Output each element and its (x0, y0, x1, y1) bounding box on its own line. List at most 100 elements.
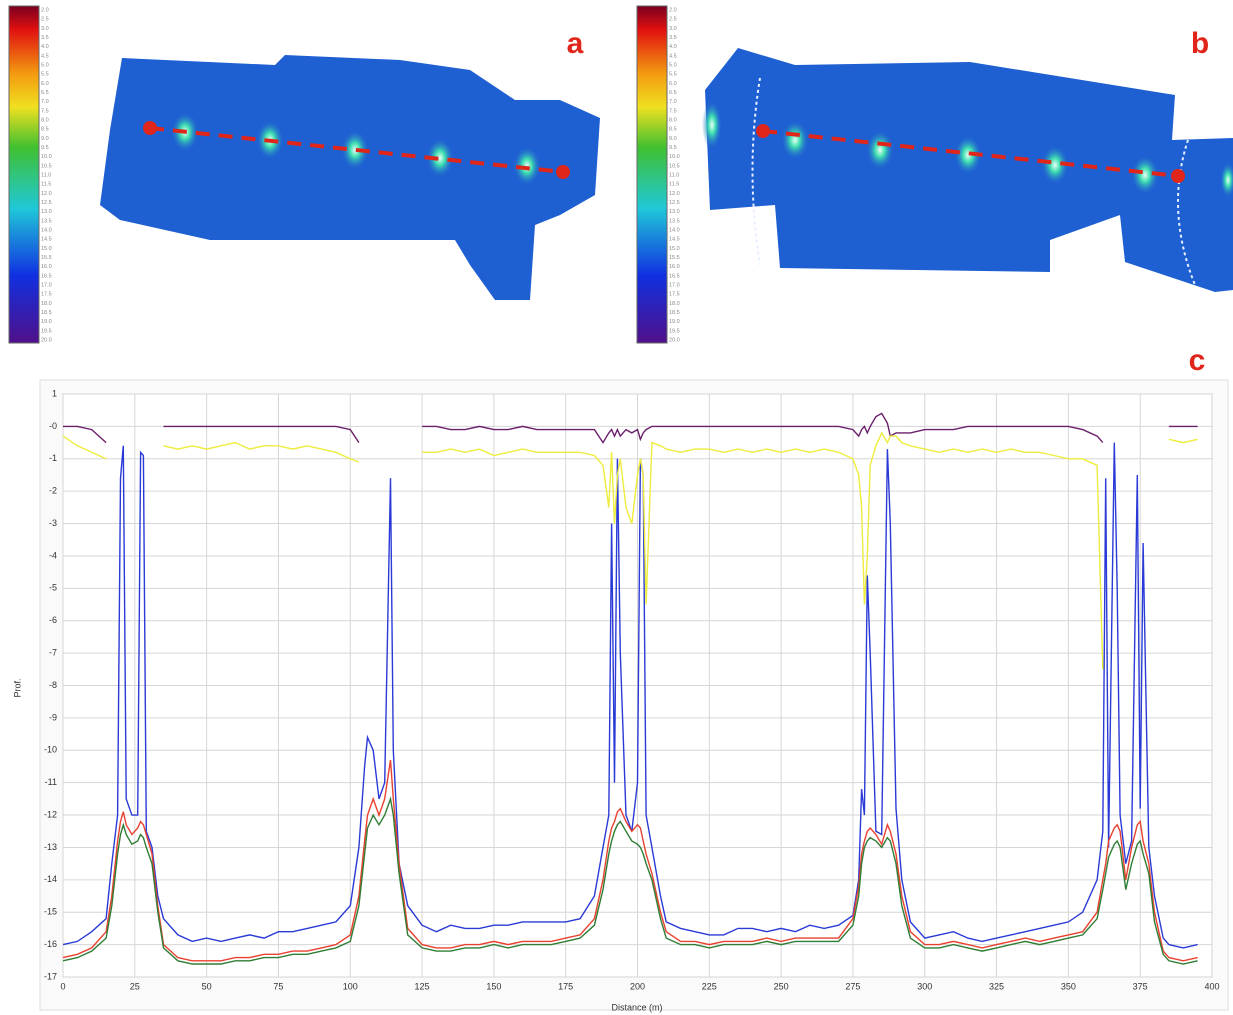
x-tick-label: 75 (273, 981, 283, 991)
colorbar-label: 8.0 (669, 117, 677, 123)
x-tick-label: 400 (1204, 981, 1219, 991)
track-edge (751, 77, 1196, 286)
colorbar-label: 12.0 (41, 191, 52, 197)
y-tick-label: -14 (44, 874, 57, 884)
x-tick-label: 200 (630, 981, 645, 991)
colorbar-label: 15.0 (669, 246, 680, 252)
colorbar-label: 9.0 (41, 136, 49, 142)
x-tick-label: 350 (1061, 981, 1076, 991)
colorbar-label: 19.5 (669, 328, 680, 334)
colorbar-label: 7.5 (669, 108, 677, 114)
colorbar (636, 5, 668, 344)
colorbar-label: 16.5 (669, 273, 680, 279)
x-tick-label: 100 (343, 981, 358, 991)
colorbar-label: 18.5 (41, 310, 52, 316)
y-tick-label: -11 (45, 777, 57, 787)
colorbar-label: 5.5 (41, 72, 49, 78)
colorbar-label: 11.5 (41, 182, 51, 188)
x-tick-label: 25 (130, 981, 140, 991)
colorbar-label: 10.5 (669, 163, 680, 169)
colorbar-label: 8.5 (669, 127, 677, 133)
colorbar-label: 8.5 (41, 127, 49, 133)
colorbar-label: 16.5 (41, 273, 52, 279)
colorbar-label: 2.0 (41, 7, 49, 13)
colorbar-label: 14.5 (669, 237, 680, 243)
colorbar-label: 13.5 (41, 218, 52, 224)
colorbar-label: 17.0 (669, 282, 680, 288)
colorbar-label: 15.0 (41, 246, 52, 252)
colorbar-label: 19.5 (41, 328, 52, 334)
y-tick-label: -0 (49, 421, 57, 431)
y-tick-label: -15 (44, 907, 57, 917)
colorbar-label: 7.0 (41, 99, 49, 105)
colorbar-label: 19.0 (41, 319, 52, 325)
x-tick-label: 225 (702, 981, 717, 991)
y-tick-label: 1 (52, 388, 57, 398)
colorbar-label: 13.0 (41, 209, 52, 215)
profile-line (149, 126, 564, 174)
colorbar-label: 10.0 (41, 154, 52, 160)
colorbar-label: 5.0 (41, 62, 49, 68)
colorbar-label: 7.0 (669, 99, 677, 105)
colorbar-label: 18.0 (669, 301, 680, 307)
colorbar-label: 20.0 (669, 337, 680, 343)
y-tick-label: -2 (49, 486, 57, 496)
colorbar-label: 12.5 (41, 200, 52, 206)
x-tick-label: 0 (60, 981, 65, 991)
colorbar-label: 2.5 (41, 17, 49, 23)
seabed-spots (702, 100, 1233, 198)
y-tick-label: -7 (49, 647, 57, 657)
colorbar-label: 17.5 (669, 292, 680, 298)
series-line (62, 442, 1198, 949)
colorbar-label: 11.0 (669, 172, 679, 178)
y-tick-label: -16 (44, 939, 57, 949)
y-tick-label: -3 (49, 518, 57, 528)
colorbar-label: 12.5 (669, 200, 680, 206)
colorbar-label: 7.5 (41, 108, 49, 114)
colorbar-label: 4.0 (41, 44, 49, 50)
colorbar-label: 12.0 (669, 191, 680, 197)
colorbar-label: 14.5 (41, 237, 52, 243)
colorbar-label: 9.5 (669, 145, 677, 151)
colorbar-label: 6.5 (41, 90, 49, 96)
colorbar-label: 17.5 (41, 292, 52, 298)
colorbar-label: 10.5 (41, 163, 52, 169)
colorbar-label: 3.0 (41, 26, 49, 32)
profile-end (556, 165, 570, 179)
y-tick-label: -4 (49, 550, 57, 560)
colorbar-label: 4.0 (669, 44, 677, 50)
y-tick-label: -10 (44, 745, 57, 755)
colorbar-label: 13.0 (669, 209, 680, 215)
map-a (100, 55, 600, 300)
profile-line (762, 129, 1179, 178)
colorbar-label: 15.5 (41, 255, 52, 261)
colorbar-label: 18.5 (669, 310, 680, 316)
x-tick-label: 150 (486, 981, 501, 991)
colorbar-label: 15.5 (669, 255, 680, 261)
colorbar-label: 11.0 (41, 172, 51, 178)
x-tick-label: 250 (774, 981, 789, 991)
colorbar-label: 5.0 (669, 62, 677, 68)
colorbar-label: 10.0 (669, 154, 680, 160)
colorbar (8, 5, 40, 344)
x-tick-label: 125 (415, 981, 430, 991)
y-tick-label: -13 (44, 842, 57, 852)
x-tick-label: 325 (989, 981, 1004, 991)
colorbar-label: 4.5 (669, 53, 677, 59)
x-tick-label: 175 (558, 981, 573, 991)
colorbar-label: 13.5 (669, 218, 680, 224)
colorbar-label: 5.5 (669, 72, 677, 78)
colorbar-label: 16.0 (669, 264, 680, 270)
y-tick-label: -6 (49, 615, 57, 625)
profile-end (143, 121, 157, 135)
colorbar-label: 14.0 (41, 227, 52, 233)
y-tick-label: -12 (44, 809, 57, 819)
colorbar-label: 2.0 (669, 7, 677, 13)
colorbar-label: 16.0 (41, 264, 52, 270)
panel-label: c (1189, 344, 1206, 377)
colorbar-label: 17.0 (41, 282, 52, 288)
panel-label: a (567, 27, 584, 60)
x-tick-label: 275 (845, 981, 860, 991)
colorbar-label: 6.0 (41, 81, 49, 87)
